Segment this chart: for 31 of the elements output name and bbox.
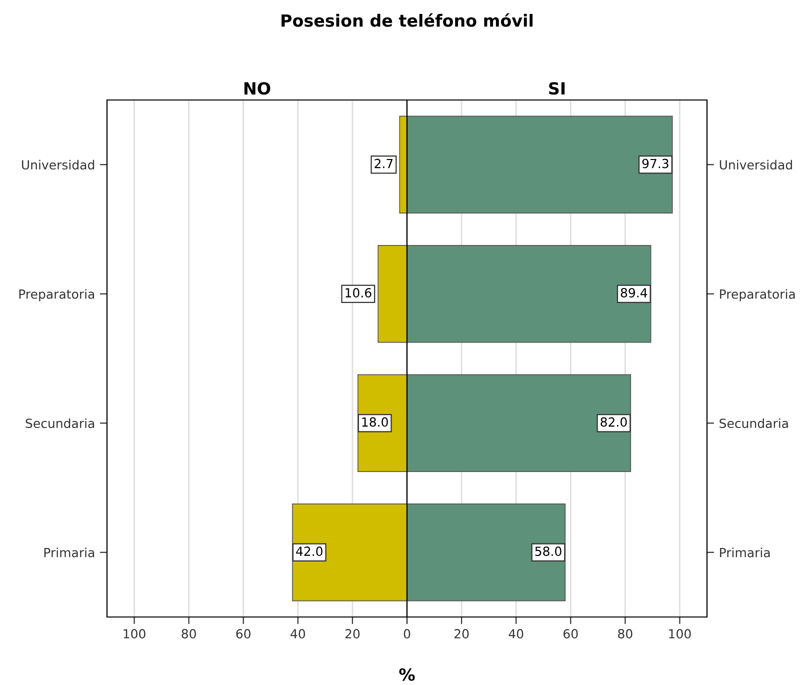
x-tick-label: 0 (404, 629, 410, 638)
data-label: 2.7 (374, 158, 393, 168)
x-tick-label: 80 (618, 629, 632, 638)
x-tick-label: 60 (564, 629, 578, 638)
x-tick-label: 100 (669, 629, 691, 638)
text: Posesion de teléfono móvil (282, 13, 533, 27)
x-tick-label: 20 (454, 629, 469, 638)
chart-title: NO (244, 82, 270, 95)
y-tick-label: Universidad (720, 160, 792, 170)
x-tick-label: 40 (508, 629, 524, 638)
y-tick-label: Primaria (44, 548, 94, 558)
x-tick-label: 100 (124, 629, 146, 638)
y-tick-label: Preparatoria (19, 289, 94, 302)
data-label: 10.6 (346, 288, 372, 298)
x-tick-label: 20 (345, 629, 360, 638)
y-tick-label: Primaria (720, 548, 770, 558)
data-label: 82.0 (600, 417, 627, 427)
y-tick-label: Secundaria (26, 418, 94, 428)
y-tick-label: Secundaria (720, 418, 788, 428)
y-tick-label: Preparatoria (720, 289, 795, 302)
x-tick-label: 40 (290, 629, 306, 638)
x-tick-label: 60 (236, 629, 250, 638)
y-tick-label: Universidad (22, 160, 94, 170)
data-label: 89.4 (620, 288, 648, 298)
data-label: 97.3 (642, 158, 668, 168)
chart-title: SI (549, 82, 565, 95)
data-label: 42.0 (296, 546, 322, 556)
text: % (399, 668, 415, 681)
data-label: 58.0 (535, 546, 562, 556)
x-tick-label: 80 (182, 629, 196, 638)
data-label: 18.0 (362, 417, 388, 427)
